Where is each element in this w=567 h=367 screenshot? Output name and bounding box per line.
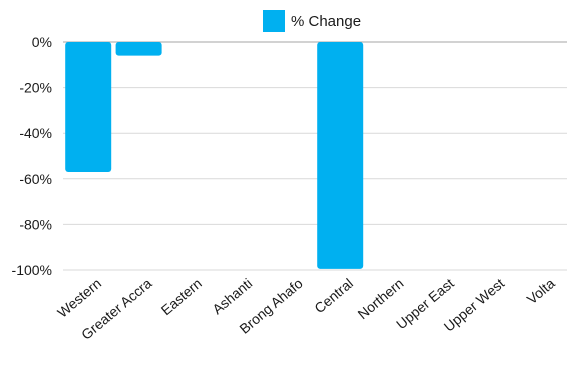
y-tick-label: -80% <box>19 216 52 232</box>
y-tick-label: -40% <box>19 125 52 141</box>
bar <box>317 42 364 269</box>
y-tick-label: 0% <box>32 34 52 50</box>
bars <box>65 42 364 269</box>
x-tick-label: Central <box>311 275 356 316</box>
x-tick-label: Volta <box>524 275 558 307</box>
bar <box>115 42 162 56</box>
y-axis-ticks: 0% -20% -40% -60% -80% -100% <box>12 34 52 278</box>
y-tick-label: -60% <box>19 171 52 187</box>
y-tick-label: -20% <box>19 80 52 96</box>
legend-label: % Change <box>291 13 361 30</box>
y-tick-label: -100% <box>12 262 52 278</box>
legend-swatch <box>263 10 285 32</box>
gridlines <box>63 41 567 271</box>
legend: % Change <box>263 10 361 32</box>
x-tick-label: Eastern <box>158 275 205 318</box>
x-tick-label: Ashanti <box>209 275 255 317</box>
bar <box>65 42 112 172</box>
